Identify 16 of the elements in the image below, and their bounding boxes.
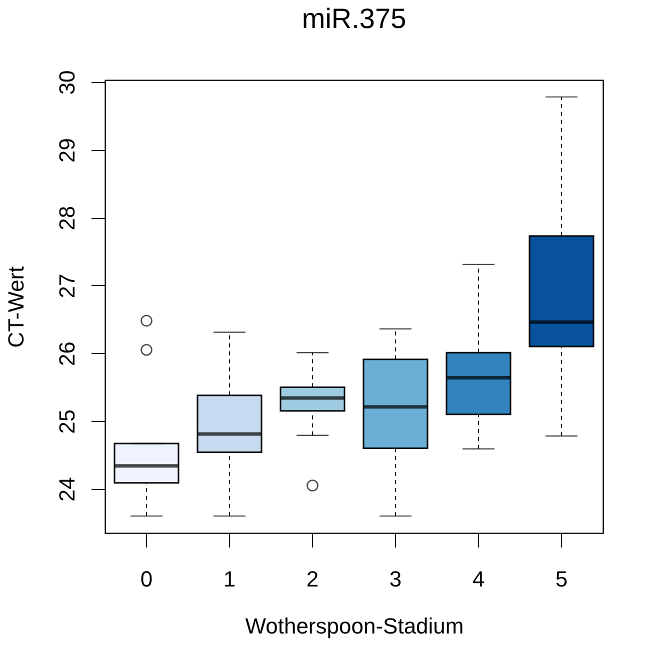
y-tick-label: 25 (54, 409, 80, 434)
y-axis-title: CT-Wert (4, 266, 28, 348)
x-tick-label: 3 (389, 566, 402, 592)
y-tick-label: 29 (54, 138, 80, 163)
x-axis-title: Wotherspoon-Stadium (245, 614, 464, 638)
y-tick-label: 27 (54, 274, 80, 298)
x-tick-label: 5 (555, 566, 568, 592)
y-tick-label: 30 (54, 70, 80, 95)
x-tick-label: 1 (223, 566, 236, 592)
x-tick-label: 4 (472, 566, 485, 592)
x-tick-label: 2 (306, 566, 319, 592)
y-tick-label: 24 (54, 477, 80, 502)
x-tick-label: 0 (140, 566, 153, 592)
chart-title: miR.375 (302, 2, 406, 34)
y-tick-label: 26 (54, 342, 80, 366)
y-tick-label: 28 (54, 206, 80, 230)
